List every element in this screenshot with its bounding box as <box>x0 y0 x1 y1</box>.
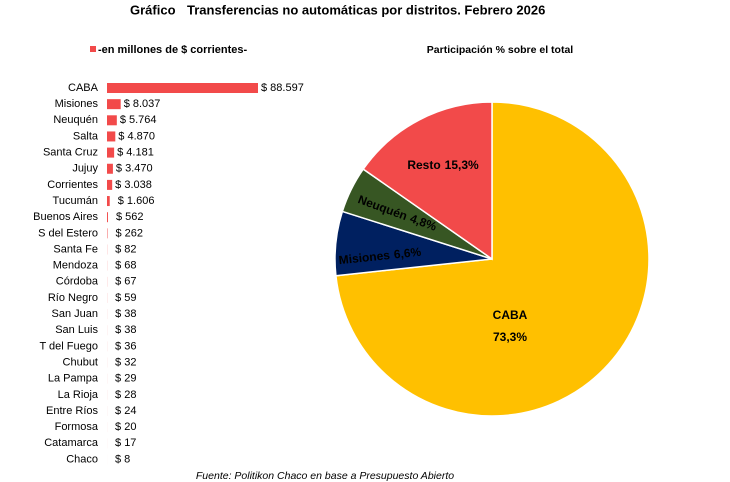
y-tick-label: Tucumán <box>53 195 98 207</box>
y-tick-label: Santa Fe <box>53 243 98 255</box>
y-tick-label: Neuquén <box>53 114 98 126</box>
bar <box>107 83 258 93</box>
y-tick-label: La Rioja <box>58 389 99 401</box>
value-label: $ 24 <box>115 405 136 417</box>
value-label: $ 38 <box>115 324 136 336</box>
y-tick-label: Catamarca <box>44 437 99 449</box>
value-label: $ 59 <box>115 292 136 304</box>
y-tick-label: Buenos Aires <box>33 211 98 223</box>
slice-label: Misiones <box>338 248 391 267</box>
y-tick-label: Mendoza <box>53 260 99 272</box>
value-label: $ 8.037 <box>124 98 161 110</box>
slice-value-label: 15,3% <box>445 158 479 172</box>
value-label: $ 36 <box>115 340 136 352</box>
value-label: $ 88.597 <box>261 82 304 94</box>
value-label: $ 28 <box>115 389 136 401</box>
slice-label-group: Misiones 6,6% <box>338 245 422 268</box>
y-tick-label: La Pampa <box>48 373 99 385</box>
pie-title: Participación % sobre el total <box>427 44 574 56</box>
bar <box>107 179 113 190</box>
value-label: $ 38 <box>115 308 136 320</box>
value-label: $ 8 <box>115 453 130 465</box>
value-label: $ 68 <box>115 260 136 272</box>
y-tick-label: San Juan <box>52 308 98 320</box>
pie-slice <box>362 101 493 261</box>
value-label: $ 20 <box>115 421 136 433</box>
y-tick-label: T del Fuego <box>39 340 98 352</box>
bar <box>107 99 121 110</box>
legend-swatch <box>90 46 96 52</box>
slice-label: Resto <box>407 158 440 172</box>
chart-title: Transferencias no automáticas por distri… <box>187 2 545 17</box>
value-label: $ 29 <box>115 373 136 385</box>
bar <box>107 212 108 223</box>
y-tick-label: Chaco <box>66 453 98 465</box>
source: Fuente: Politikon Chaco en base a Presup… <box>196 470 454 482</box>
y-tick-label: San Luis <box>55 324 98 336</box>
y-tick-label: Salta <box>73 130 99 142</box>
y-tick-label: Misiones <box>55 98 99 110</box>
bar <box>107 163 113 174</box>
value-label: $ 5.764 <box>120 114 157 126</box>
value-label: $ 32 <box>115 356 136 368</box>
slice-value-label: 73,3% <box>493 330 527 344</box>
legend-label: -en millones de $ corrientes- <box>98 44 247 56</box>
value-label: $ 17 <box>115 437 136 449</box>
value-label: $ 67 <box>115 276 136 288</box>
value-label: $ 1.606 <box>118 195 155 207</box>
y-tick-label: Río Negro <box>48 292 98 304</box>
bar <box>107 115 117 126</box>
y-tick-label: Jujuy <box>72 163 98 175</box>
value-label: $ 4.181 <box>117 147 154 159</box>
bar <box>107 196 110 207</box>
value-label: $ 3.038 <box>115 179 152 191</box>
value-label: $ 562 <box>116 211 144 223</box>
y-tick-label: Entre Ríos <box>46 405 98 417</box>
slice-label-group: Resto 15,3% <box>407 158 479 172</box>
bar <box>107 147 115 158</box>
bar <box>107 131 116 142</box>
title-label: Gráfico <box>130 2 176 17</box>
value-label: $ 4.870 <box>118 130 155 142</box>
y-tick-label: Corrientes <box>47 179 98 191</box>
value-label: $ 3.470 <box>116 163 153 175</box>
slice-value-label: 6,6% <box>393 245 422 262</box>
y-tick-label: Chubut <box>63 356 98 368</box>
y-tick-label: S del Estero <box>38 227 98 239</box>
value-label: $ 82 <box>115 243 136 255</box>
y-tick-label: Córdoba <box>56 276 99 288</box>
value-label: $ 262 <box>115 227 143 239</box>
slice-label: CABA <box>493 308 528 322</box>
y-tick-label: Formosa <box>55 421 99 433</box>
y-tick-label: CABA <box>68 82 99 94</box>
y-tick-label: Santa Cruz <box>43 147 98 159</box>
